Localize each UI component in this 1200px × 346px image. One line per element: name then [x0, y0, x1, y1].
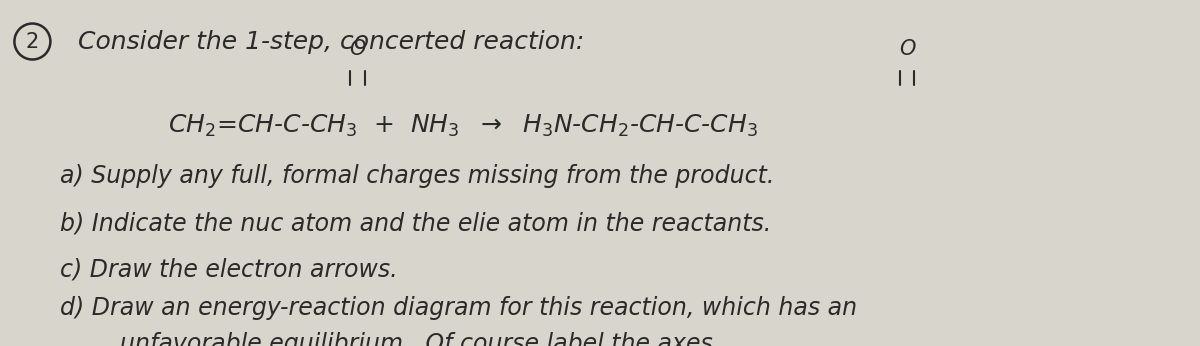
Text: b) Indicate the nuc atom and the elie atom in the reactants.: b) Indicate the nuc atom and the elie at… — [60, 211, 772, 235]
Text: d) Draw an energy-reaction diagram for this reaction, which has an: d) Draw an energy-reaction diagram for t… — [60, 296, 857, 320]
Text: O: O — [349, 39, 366, 59]
Text: unfavorable equilibrium.  Of course label the axes.: unfavorable equilibrium. Of course label… — [90, 332, 720, 346]
Text: 2: 2 — [25, 31, 40, 52]
Text: CH$_2$=CH-C-CH$_3$  +  NH$_3$  $\rightarrow$  H$_3$N-CH$_2$-CH-C-CH$_3$: CH$_2$=CH-C-CH$_3$ + NH$_3$ $\rightarrow… — [168, 113, 758, 139]
Text: a) Supply any full, formal charges missing from the product.: a) Supply any full, formal charges missi… — [60, 164, 774, 189]
Text: Consider the 1-step, concerted reaction:: Consider the 1-step, concerted reaction: — [78, 29, 584, 54]
Text: O: O — [899, 39, 916, 59]
Text: c) Draw the electron arrows.: c) Draw the electron arrows. — [60, 258, 397, 282]
